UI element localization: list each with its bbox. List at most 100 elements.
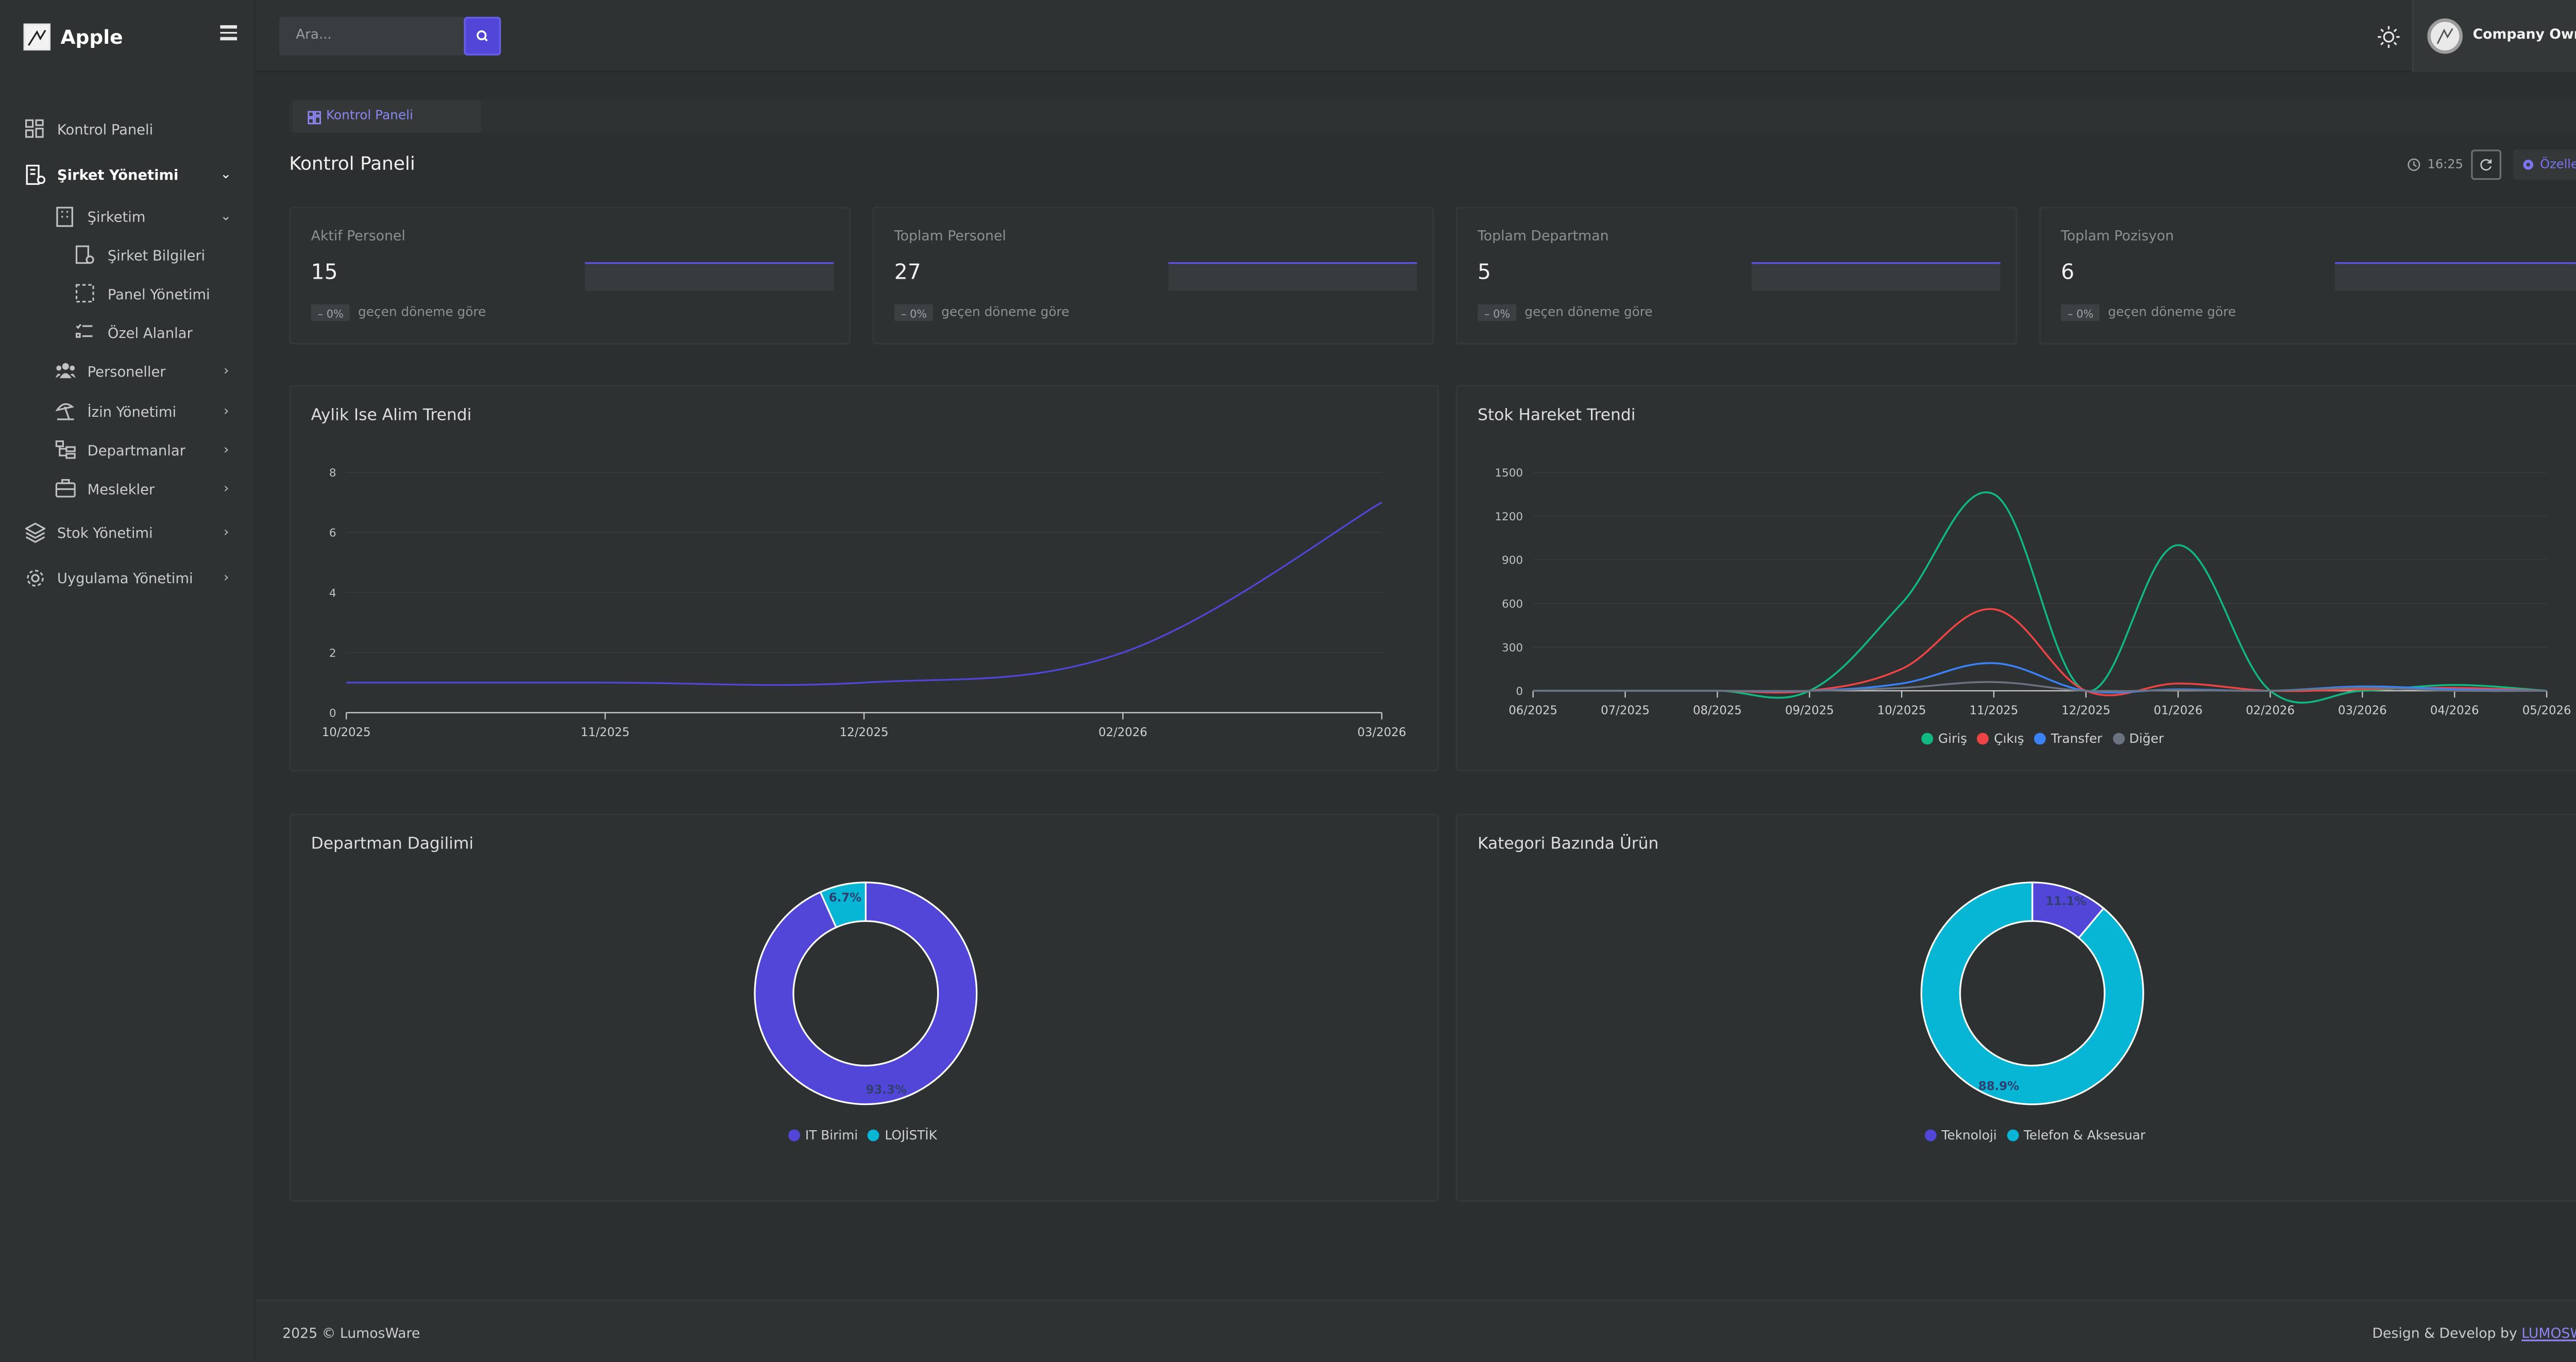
y-tick-label: 600 — [1502, 598, 1523, 611]
slice-label: 6.7% — [829, 891, 861, 905]
x-tick-label: 12/2025 — [2061, 704, 2110, 718]
app-name: Apple — [60, 25, 123, 49]
y-tick-label: 1200 — [1495, 510, 1523, 523]
x-tick-label: 02/2026 — [1098, 726, 1147, 739]
sidebar-item-meslekler[interactable]: Meslekler — [55, 475, 155, 502]
stat-value: 15 — [311, 259, 338, 284]
search-input[interactable]: Ara... — [279, 16, 466, 56]
search-button[interactable] — [464, 16, 501, 56]
legend-swatch — [1977, 733, 1989, 745]
chevron-right-icon[interactable]: › — [223, 481, 229, 496]
search-icon — [477, 30, 488, 42]
sidebar-item-panel-yonetimi[interactable]: Panel Yönetimi — [75, 281, 210, 308]
sidebar-item-label: Stok Yönetimi — [57, 524, 153, 541]
chevron-right-icon[interactable]: › — [223, 442, 229, 457]
y-tick-label: 4 — [329, 587, 336, 600]
building-gear-icon — [25, 164, 46, 185]
sidebar-item-sirket-bilgileri[interactable]: Şirket Bilgileri — [75, 242, 205, 269]
sidebar-item-sirketim[interactable]: Şirketim — [56, 203, 146, 230]
stat-subtext: geçen döneme göre — [941, 304, 1070, 319]
change-badge: – 0% — [2061, 304, 2100, 321]
series-line — [1533, 681, 2547, 692]
menu-toggle-icon[interactable] — [220, 25, 238, 42]
slice-label: 93.3% — [866, 1083, 907, 1097]
hierarchy-icon — [55, 440, 76, 461]
legend-item[interactable]: Çıkış — [1994, 731, 2024, 746]
customize-button[interactable]: Özelleştir — [2513, 149, 2576, 180]
chevron-right-icon[interactable]: › — [223, 570, 229, 585]
sidebar-item-personeller[interactable]: Personeller — [55, 358, 166, 385]
app-logo — [23, 23, 50, 50]
sidebar-item-label: Şirketim — [87, 208, 146, 226]
sun-icon[interactable] — [2377, 24, 2401, 48]
topbar: Ara... Company Owner ⌄ — [255, 0, 2576, 73]
sidebar-item-departmanlar[interactable]: Departmanlar — [55, 437, 185, 464]
chevron-right-icon[interactable]: › — [223, 403, 229, 419]
change-badge: – 0% — [1478, 304, 1517, 321]
chart-title: Kategori Bazında Ürün — [1478, 835, 1659, 854]
legend-swatch — [2112, 733, 2124, 745]
chart-title: Stok Hareket Trendi — [1478, 406, 1636, 425]
lumosware-link[interactable]: LUMOSWARE — [2521, 1324, 2576, 1341]
sidebar: Apple Kontrol Paneli Şirket Yönetimi ⌄ Ş… — [0, 0, 256, 1361]
sidebar-item-label: Personeller — [87, 363, 166, 380]
sidebar-item-kontrol-paneli[interactable]: Kontrol Paneli — [25, 116, 153, 143]
x-tick-label: 10/2025 — [322, 726, 371, 739]
y-tick-label: 8 — [329, 467, 336, 480]
legend-item[interactable]: Teknoloji — [1941, 1128, 1997, 1143]
x-tick-label: 03/2026 — [2338, 704, 2387, 718]
briefcase-icon — [55, 479, 76, 499]
chevron-down-icon[interactable]: ⌄ — [220, 208, 232, 224]
slice-label: 88.9% — [1978, 1080, 2019, 1093]
dashboard-icon — [308, 111, 321, 125]
stat-card-aktif-personel: Aktif Personel 15 – 0% geçen döneme göre — [289, 207, 851, 345]
y-tick-label: 6 — [329, 527, 336, 540]
user-menu[interactable]: Company Owner ⌄ — [2412, 0, 2576, 73]
legend-item[interactable]: Diğer — [2129, 731, 2164, 746]
legend-swatch — [2007, 1129, 2019, 1142]
sidebar-item-ozel-alanlar[interactable]: Özel Alanlar — [75, 319, 193, 346]
tab-kontrol-paneli[interactable]: Kontrol Paneli — [292, 100, 481, 133]
category-donut-chart: 11.1% 88.9% — [1920, 881, 2144, 1105]
sidebar-item-label: İzin Yönetimi — [87, 403, 177, 420]
sidebar-item-stok-yonetimi[interactable]: Stok Yönetimi — [24, 519, 153, 546]
chevron-right-icon[interactable]: › — [223, 524, 229, 540]
x-tick-label: 11/2025 — [581, 726, 630, 739]
legend-item[interactable]: LOJİSTİK — [885, 1128, 937, 1143]
user-name: Company Owner ⌄ — [2472, 25, 2576, 42]
building-info-icon — [75, 245, 96, 265]
series-line — [346, 501, 1382, 686]
sparkline — [585, 262, 834, 291]
stat-subtext: geçen döneme göre — [1524, 304, 1653, 319]
sparkline — [2335, 262, 2576, 291]
change-badge: – 0% — [894, 304, 934, 321]
legend-swatch — [1921, 733, 1934, 745]
sidebar-item-uygulama-yonetimi[interactable]: Uygulama Yönetimi — [25, 565, 193, 591]
stat-label: Aktif Personel — [311, 227, 405, 244]
chevron-right-icon[interactable]: › — [223, 363, 229, 379]
x-tick-label: 08/2025 — [1693, 704, 1742, 718]
footer: 2025 © LumosWare Design & Develop by LUM… — [255, 1299, 2576, 1361]
stat-value: 27 — [894, 259, 921, 284]
refresh-button[interactable] — [2471, 149, 2502, 180]
chevron-down-icon[interactable]: ⌄ — [220, 166, 232, 182]
page-title: Kontrol Paneli — [289, 152, 415, 175]
series-line — [1533, 491, 2547, 704]
users-icon — [55, 362, 76, 382]
sidebar-item-izin-yonetimi[interactable]: İzin Yönetimi — [55, 398, 177, 425]
sidebar-item-sirket-yonetimi[interactable]: Şirket Yönetimi — [25, 161, 178, 188]
legend-item[interactable]: Transfer — [2050, 731, 2103, 746]
clock-icon — [2408, 158, 2420, 171]
building-icon — [56, 207, 76, 227]
legend-swatch — [868, 1129, 880, 1142]
breadcrumb — [289, 99, 2576, 133]
stat-card-toplam-pozisyon: Toplam Pozisyon 6 – 0% geçen döneme göre — [2039, 207, 2576, 345]
stat-value: 6 — [2061, 259, 2075, 284]
x-tick-label: 07/2025 — [1601, 704, 1650, 718]
donut-slice — [1920, 881, 2144, 1105]
legend-item[interactable]: Telefon & Aksesuar — [2023, 1128, 2146, 1143]
legend-item[interactable]: Giriş — [1938, 731, 1968, 746]
brand[interactable]: Apple — [23, 20, 123, 54]
sparkline — [1168, 262, 1417, 291]
legend-item[interactable]: IT Birimi — [805, 1128, 858, 1143]
